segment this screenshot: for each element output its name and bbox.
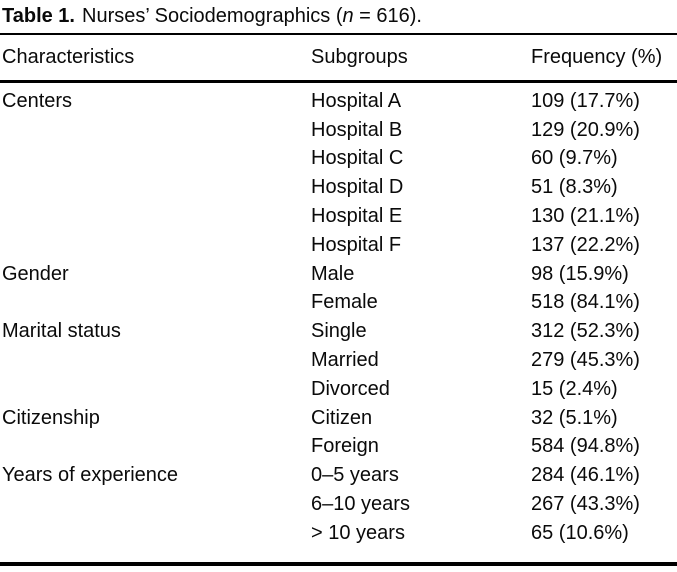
subgroup-cell: Citizen — [311, 406, 373, 429]
characteristic-cell: Citizenship — [2, 406, 100, 429]
frequency-cell: 267 (43.3%) — [531, 493, 640, 516]
table-row: Marital status Single 312 (52.3%) — [0, 317, 677, 346]
table-row: Hospital F 137 (22.2%) — [0, 231, 677, 260]
subgroup-cell: Hospital B — [311, 118, 403, 141]
subgroup-cell: Foreign — [311, 435, 379, 458]
table-title-suffix: = 616). — [353, 5, 422, 27]
frequency-cell: 98 (15.9%) — [531, 262, 629, 285]
frequency-cell: 284 (46.1%) — [531, 464, 640, 487]
subgroup-cell: 6–10 years — [311, 493, 410, 516]
column-header-frequency: Frequency (%) — [531, 46, 663, 68]
frequency-cell: 32 (5.1%) — [531, 406, 618, 429]
table-row: Hospital E 130 (21.1%) — [0, 202, 677, 231]
subgroup-cell: Male — [311, 262, 355, 285]
table-row: Hospital B 129 (20.9%) — [0, 116, 677, 145]
frequency-cell: 60 (9.7%) — [531, 147, 618, 170]
table-row: Years of experience 0–5 years 284 (46.1%… — [0, 461, 677, 490]
frequency-cell: 584 (94.8%) — [531, 435, 640, 458]
subgroup-cell: Hospital C — [311, 147, 404, 170]
frequency-cell: 279 (45.3%) — [531, 349, 640, 372]
subgroup-cell: > 10 years — [311, 521, 405, 544]
frequency-cell: 129 (20.9%) — [531, 118, 640, 141]
column-header-characteristics: Characteristics — [2, 46, 135, 68]
subgroup-cell: Hospital D — [311, 176, 404, 199]
characteristic-cell: Marital status — [2, 320, 121, 343]
table-row: Married 279 (45.3%) — [0, 346, 677, 375]
table-row: Hospital D 51 (8.3%) — [0, 173, 677, 202]
column-header-subgroups: Subgroups — [311, 46, 408, 68]
table-row: Female 518 (84.1%) — [0, 289, 677, 318]
table-title-text: Nurses’ Sociodemographics ( — [82, 5, 343, 27]
frequency-cell: 312 (52.3%) — [531, 320, 640, 343]
frequency-cell: 15 (2.4%) — [531, 377, 618, 400]
subgroup-cell: Hospital E — [311, 205, 403, 228]
frequency-cell: 65 (10.6%) — [531, 521, 629, 544]
table-row: 6–10 years 267 (43.3%) — [0, 490, 677, 519]
table-number-label: Table 1. — [2, 5, 75, 27]
subgroup-cell: Married — [311, 349, 379, 372]
table-row: > 10 years 65 (10.6%) — [0, 519, 677, 548]
frequency-cell: 137 (22.2%) — [531, 233, 640, 256]
table-row: Gender Male 98 (15.9%) — [0, 260, 677, 289]
characteristic-cell: Gender — [2, 262, 69, 285]
subgroup-cell: Hospital F — [311, 233, 402, 256]
table-row: Foreign 584 (94.8%) — [0, 433, 677, 462]
subgroup-cell: Divorced — [311, 377, 390, 400]
sample-size-variable: n — [342, 5, 354, 27]
subgroup-cell: Single — [311, 320, 367, 343]
frequency-cell: 51 (8.3%) — [531, 176, 618, 199]
subgroup-cell: Hospital A — [311, 89, 402, 112]
table-header-row: Characteristics Subgroups Frequency (%) — [0, 35, 677, 83]
table-row: Citizenship Citizen 32 (5.1%) — [0, 404, 677, 433]
frequency-cell: 130 (21.1%) — [531, 205, 640, 228]
table-row: Centers Hospital A 109 (17.7%) — [0, 87, 677, 116]
table-body: Centers Hospital A 109 (17.7%) Hospital … — [0, 83, 677, 566]
characteristic-cell: Years of experience — [2, 464, 179, 487]
frequency-cell: 518 (84.1%) — [531, 291, 640, 314]
table-title: Table 1. Nurses’ Sociodemographics (n = 6… — [0, 0, 677, 33]
characteristic-cell: Centers — [2, 89, 73, 112]
sociodemographics-table: Characteristics Subgroups Frequency (%) … — [0, 33, 677, 566]
subgroup-cell: Female — [311, 291, 378, 314]
subgroup-cell: 0–5 years — [311, 464, 399, 487]
table-row: Hospital C 60 (9.7%) — [0, 145, 677, 174]
table-row: Divorced 15 (2.4%) — [0, 375, 677, 404]
frequency-cell: 109 (17.7%) — [531, 89, 640, 112]
